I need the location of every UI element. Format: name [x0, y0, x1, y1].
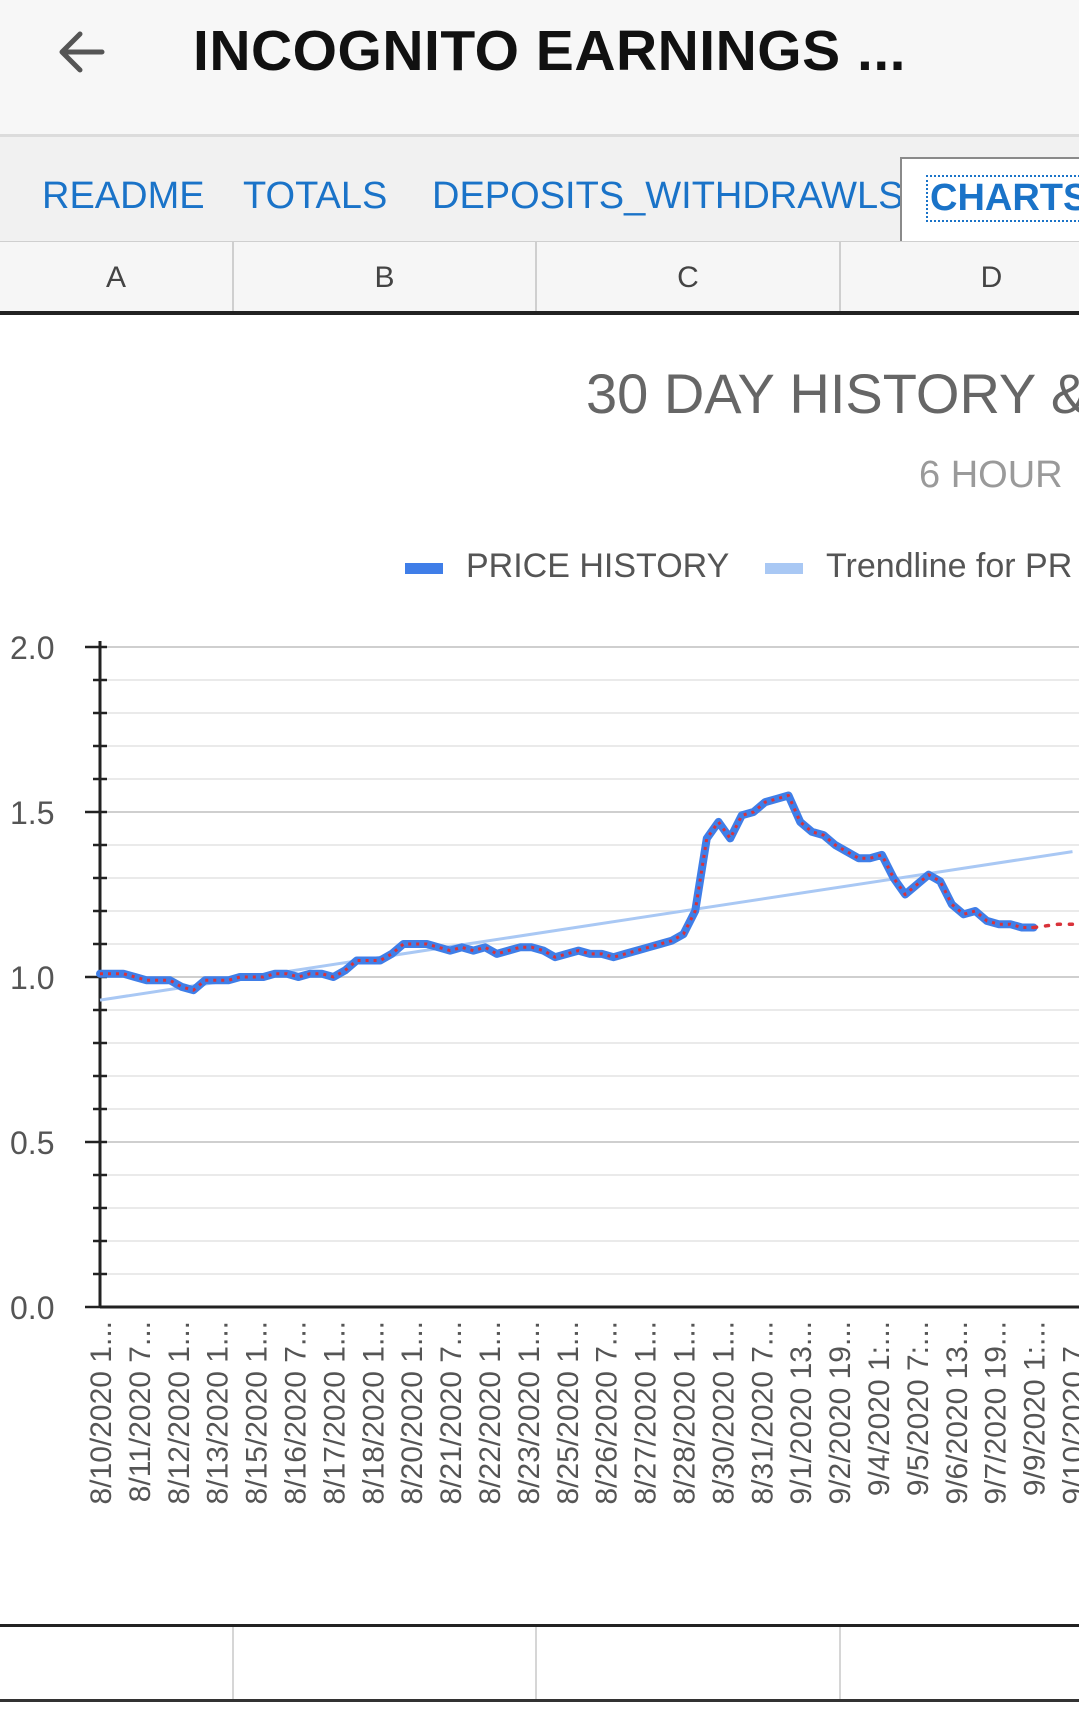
document-title: INCOGNITO EARNINGS ...: [193, 19, 907, 83]
y-tick-label: 0.5: [10, 1125, 54, 1161]
x-tick-label: 8/13/2020 1...: [202, 1321, 235, 1505]
cell[interactable]: [234, 1627, 537, 1699]
legend-label-trendline: Trendline for PR: [826, 547, 1072, 585]
x-tick-label: 9/5/2020 7:...: [902, 1321, 935, 1496]
cell[interactable]: [0, 1627, 234, 1699]
column-header-row: A B C D: [0, 241, 1079, 312]
price-history-line: [96, 791, 1038, 995]
x-tick-label: 8/21/2020 7...: [435, 1321, 468, 1505]
x-tick-label: 8/15/2020 1...: [241, 1321, 274, 1505]
x-tick-label: 9/9/2020 1:...: [1019, 1321, 1052, 1496]
column-header-c[interactable]: C: [537, 242, 841, 312]
x-tick-label: 9/2/2020 19...: [824, 1321, 857, 1505]
sheet-tab-bar: README TOTALS DEPOSITS_WITHDRAWLS CHARTS: [0, 137, 1079, 243]
forecast-dotted-line: [1031, 922, 1079, 930]
cell[interactable]: [841, 1627, 1079, 1699]
y-tick-label: 0.0: [10, 1290, 54, 1326]
sheet-row: [0, 1627, 1079, 1699]
tab-charts-label: CHARTS: [926, 175, 1079, 222]
x-tick-label: 8/20/2020 1...: [396, 1321, 429, 1505]
legend-swatch-price-history: [405, 563, 443, 574]
x-tick-label: 8/11/2020 7...: [124, 1321, 157, 1502]
back-arrow-icon[interactable]: [52, 22, 112, 82]
price-history-chart[interactable]: 30 DAY HISTORY & 6 HOUR PRICE HISTORY Tr…: [0, 315, 1079, 1624]
legend-label-price-history: PRICE HISTORY: [466, 547, 729, 585]
column-header-d[interactable]: D: [980, 261, 1003, 294]
x-tick-label: 8/18/2020 1...: [357, 1321, 390, 1505]
chart-bottom-border: [0, 1624, 1079, 1627]
column-header-b[interactable]: B: [234, 242, 537, 312]
x-tick-label: 8/31/2020 7...: [746, 1321, 779, 1505]
x-tick-label: 8/16/2020 7...: [280, 1321, 313, 1505]
x-tick-label: 9/1/2020 13...: [785, 1321, 818, 1505]
x-tick-label: 8/26/2020 7...: [591, 1321, 624, 1505]
x-tick-label: 9/6/2020 13...: [941, 1321, 974, 1505]
tab-readme[interactable]: README: [42, 175, 205, 217]
legend-swatch-trendline: [765, 563, 803, 574]
tab-charts[interactable]: CHARTS: [900, 157, 1079, 243]
x-tick-label: 8/23/2020 1...: [513, 1321, 546, 1505]
x-tick-label: 8/27/2020 1...: [630, 1321, 663, 1505]
x-tick-label: 8/10/2020 1...: [85, 1321, 118, 1505]
y-tick-label: 1.0: [10, 960, 54, 996]
y-tick-label: 2.0: [10, 630, 54, 666]
x-tick-label: 8/25/2020 1...: [552, 1321, 585, 1505]
column-header-a[interactable]: A: [0, 242, 234, 312]
tab-totals[interactable]: TOTALS: [243, 175, 388, 217]
price-history-dotted-overlay: [100, 794, 1034, 992]
y-tick-label: 1.5: [10, 795, 54, 831]
x-tick-label: 8/12/2020 1...: [163, 1321, 196, 1505]
tab-deposits-withdrawls[interactable]: DEPOSITS_WITHDRAWLS: [432, 175, 904, 217]
row-divider: [0, 1699, 1079, 1702]
cell[interactable]: [537, 1627, 841, 1699]
x-tick-label: 8/28/2020 1...: [669, 1321, 702, 1505]
x-tick-label: 9/10/2020 7...: [1058, 1321, 1079, 1505]
x-tick-label: 8/22/2020 1...: [474, 1321, 507, 1505]
chart-subtitle: 6 HOUR: [919, 454, 1063, 496]
chart-title: 30 DAY HISTORY &: [586, 362, 1079, 425]
x-tick-label: 8/17/2020 1...: [318, 1321, 351, 1505]
x-tick-label: 9/7/2020 19...: [980, 1321, 1013, 1505]
app-bar: INCOGNITO EARNINGS ...: [0, 0, 1079, 134]
header-divider: [0, 311, 1079, 315]
x-tick-label: 8/30/2020 1...: [707, 1321, 740, 1505]
x-tick-label: 9/4/2020 1:...: [863, 1321, 896, 1496]
divider: [0, 134, 1079, 137]
